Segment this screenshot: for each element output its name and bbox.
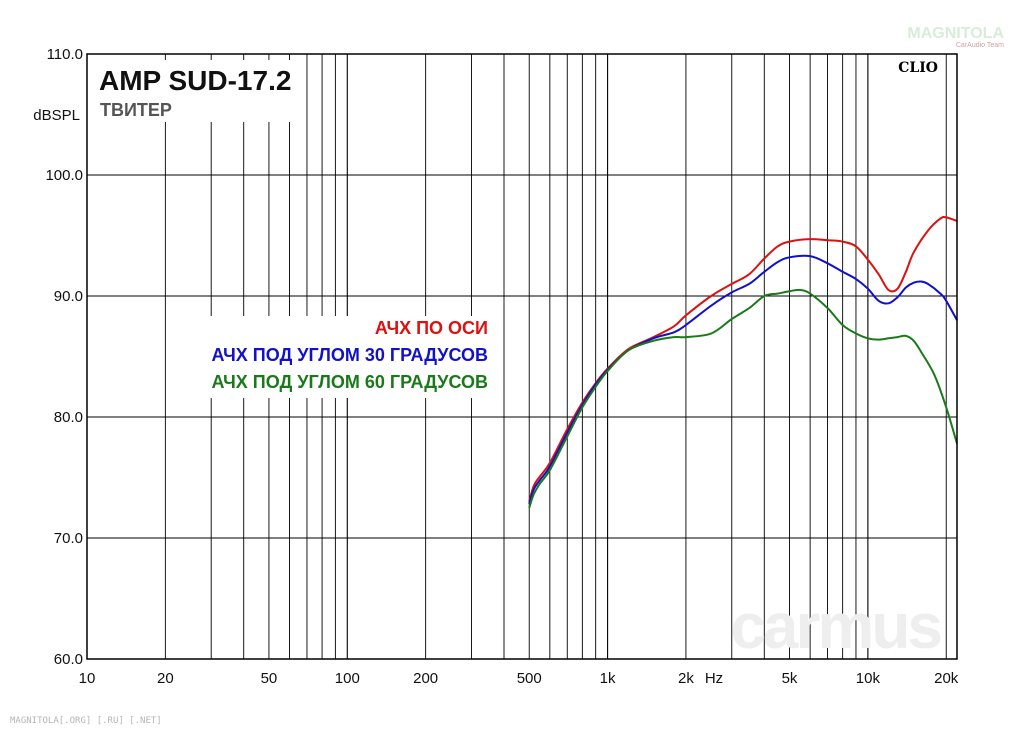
y-tick-label: 60.0 <box>54 651 83 668</box>
legend-entry-1: АЧХ ПО ОСИ <box>375 318 488 338</box>
analyzer-label: CLIO <box>898 60 938 76</box>
x-axis-unit-label: Hz <box>705 670 723 687</box>
x-tick-label: 20 <box>157 670 174 687</box>
x-tick-label: 10k <box>856 670 881 687</box>
chart-subtitle: ТВИТЕР <box>100 100 172 120</box>
magnitola-logo-subtitle: CarAudio Team <box>956 42 1004 49</box>
legend-entry-3: АЧХ ПОД УГЛОМ 60 ГРАДУСОВ <box>212 372 489 392</box>
footer-watermark: MAGNITOLA[.ORG] [.RU] [.NET] <box>10 716 162 726</box>
x-tick-label: 50 <box>261 670 278 687</box>
series-line-3 <box>528 288 958 509</box>
x-tick-label: 100 <box>335 670 360 687</box>
y-tick-label: 70.0 <box>54 530 83 547</box>
y-tick-labels: 60.0 70.0 80.0 90.0 100.0 110.0 <box>45 46 83 668</box>
legend: АЧХ ПО ОСИ АЧХ ПОД УГЛОМ 30 ГРАДУСОВ АЧХ П… <box>176 316 492 398</box>
magnitola-logo: MAGNITOLA <box>907 25 1004 42</box>
x-tick-label: 1k <box>600 670 616 687</box>
x-tick-label: 10 <box>79 670 96 687</box>
series-lines <box>528 215 958 509</box>
y-tick-label: 100.0 <box>45 167 83 184</box>
y-axis-unit-label: dBSPL <box>33 107 80 124</box>
y-tick-label: 80.0 <box>54 409 83 426</box>
y-tick-label: 110.0 <box>47 46 83 63</box>
x-tick-label: 500 <box>517 670 542 687</box>
x-tick-label: 200 <box>413 670 438 687</box>
chart-title: AMP SUD-17.2 <box>99 65 291 96</box>
x-tick-label: 2k <box>678 670 694 687</box>
x-tick-label: 5k <box>782 670 798 687</box>
title-backdrop <box>96 60 306 122</box>
plot-frame <box>86 53 958 660</box>
x-tick-label: 20k <box>934 670 959 687</box>
series-line-2 <box>528 254 958 505</box>
legend-backdrop <box>176 316 492 398</box>
series-line-1 <box>528 215 958 502</box>
y-tick-label: 90.0 <box>54 288 83 305</box>
x-tick-labels: 10 20 50 100 200 500 1k 2k 5k 10k 20k <box>79 670 959 687</box>
carmus-watermark: carmus <box>730 590 940 662</box>
legend-entry-2: АЧХ ПОД УГЛОМ 30 ГРАДУСОВ <box>212 345 489 365</box>
